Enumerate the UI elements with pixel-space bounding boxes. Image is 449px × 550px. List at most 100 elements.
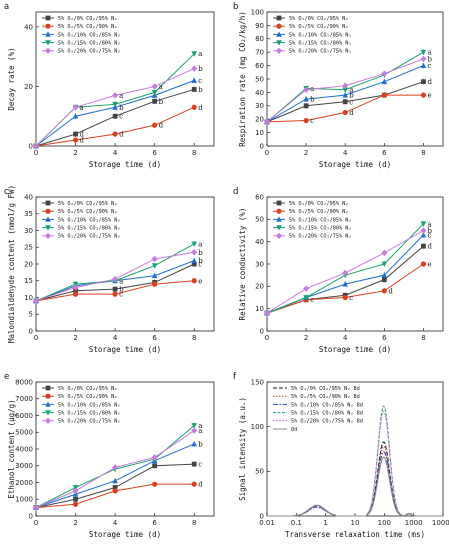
data-point [112, 275, 119, 283]
y-tick-label: 70 [255, 49, 264, 57]
data-point [191, 440, 198, 447]
data-point [112, 92, 119, 99]
data-point [420, 92, 427, 98]
data-point [152, 281, 158, 287]
legend-label: 5% O₂/10% CO₂/85% N₂ [58, 32, 120, 38]
data-point [191, 461, 197, 467]
legend-marker [276, 31, 282, 37]
series-4: b [264, 227, 432, 317]
y-tick-label: 2000 [15, 479, 33, 487]
legend-label: 5% O₂/0% CO₂/95% N₂ [58, 386, 117, 392]
x-tick-label: 10 [351, 519, 360, 527]
y-tick-label: 40 [24, 193, 33, 201]
data-point [112, 131, 118, 137]
significance-letter: a [349, 86, 353, 94]
legend-label: 5% O₂/10% CO₂/85% N₂ [289, 32, 351, 38]
data-point [33, 142, 39, 150]
significance-letter: e [427, 92, 431, 100]
significance-letter: a [198, 240, 202, 248]
x-tick-label: 0 [34, 519, 38, 527]
data-point [151, 272, 158, 279]
y-tick-label: 6000 [15, 412, 33, 420]
x-tick-label: 8 [192, 334, 196, 342]
significance-letter: e [198, 277, 202, 285]
data-point [151, 90, 158, 96]
legend-marker [276, 40, 282, 46]
data-point [191, 51, 198, 57]
legend-label: 5% O₂/10% CO₂/85% N₂ [58, 217, 120, 223]
legend-marker [45, 15, 51, 21]
x-tick-label: 2 [73, 519, 77, 527]
significance-letter: b [119, 286, 124, 294]
legend-label: 5% O₂/20% CO₂/75% N₂ [289, 234, 351, 240]
x-tick-label: 100 [378, 519, 391, 527]
y-tick-label: 0 [29, 512, 33, 520]
panel-letter-c: c [4, 187, 9, 197]
data-point [191, 77, 198, 83]
significance-letter: a [427, 49, 431, 57]
significance-letter: d [388, 287, 393, 295]
data-point [420, 221, 427, 227]
legend-label: 0d [291, 427, 297, 433]
data-point [342, 82, 349, 89]
significance-letter: c [349, 294, 353, 302]
legend-marker [276, 208, 282, 214]
significance-letter: c [310, 296, 314, 304]
data-point [421, 243, 426, 249]
data-point [303, 86, 310, 93]
legend-label: 5% O₂/15% CO₂/80% N₂ 8d [291, 411, 363, 417]
y-tick-label: 100 [251, 423, 264, 431]
data-point [73, 131, 78, 137]
data-point [151, 83, 158, 90]
y-tick-label: 30 [24, 227, 33, 235]
x-tick-label: 2 [304, 334, 308, 342]
y-tick-label: 20 [255, 283, 264, 291]
data-point [152, 122, 158, 128]
x-axis-title: Storage time (d) [319, 345, 391, 354]
data-point [191, 249, 198, 256]
significance-letter: b [159, 98, 164, 106]
data-point [420, 227, 427, 234]
data-point [112, 488, 118, 494]
x-tick-label: 6 [152, 334, 157, 342]
y-tick-label: 40 [255, 238, 264, 246]
legend-label: 5% O₂/5% CO₂/90% N₂ [58, 24, 117, 30]
data-point [112, 291, 118, 297]
significance-letter: b [198, 440, 203, 448]
data-point [381, 277, 387, 283]
series-4: b [264, 55, 432, 126]
spectrum-line [267, 456, 443, 517]
data-point [381, 70, 388, 77]
data-point [72, 104, 79, 111]
x-tick-label: 0.01 [259, 519, 275, 527]
series-3: a aa [264, 49, 432, 125]
legend-label: 5% O₂/15% CO₂/80% N₂ [289, 41, 351, 47]
y-tick-label: 90 [255, 22, 264, 30]
x-tick-label: 0 [265, 334, 269, 342]
data-point [191, 427, 198, 434]
significance-letter: c [198, 461, 202, 469]
y-tick-label: 50 [255, 468, 264, 476]
x-tick-label: 0.1 [291, 519, 302, 527]
significance-letter: b [198, 86, 203, 94]
x-tick-label: 8 [421, 334, 425, 342]
y-tick-label: 35 [24, 210, 33, 218]
data-point [303, 96, 309, 102]
data-point [112, 286, 118, 292]
x-tick-label: 4 [113, 334, 118, 342]
y-axis-title: Decay rate (%) [7, 47, 16, 110]
y-tick-label: 60 [255, 193, 264, 201]
y-axis-title: Respiration rate (mg CO₂/kg/h) [238, 11, 247, 146]
series-4: a [33, 427, 202, 511]
panel-letter-e: e [4, 372, 9, 382]
significance-letter: b [349, 92, 354, 100]
x-axis-title: Storage time (d) [89, 160, 161, 169]
x-tick-label: 6 [152, 519, 157, 527]
significance-letter: b [427, 227, 432, 235]
data-point [191, 104, 197, 110]
legend-marker [45, 40, 51, 46]
y-tick-label: 8000 [15, 378, 33, 386]
legend-label: 5% O₂/15% CO₂/80% N₂ [58, 411, 120, 417]
